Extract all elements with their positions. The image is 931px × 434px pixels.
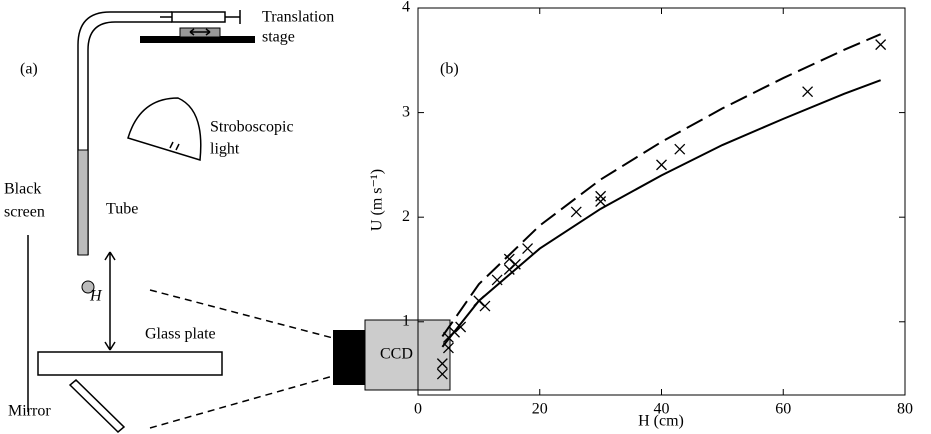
height-arrow	[104, 251, 116, 351]
label: stage	[262, 29, 295, 46]
label: Translation	[262, 9, 334, 26]
cross-marker	[436, 358, 448, 370]
stage-arrow	[189, 28, 211, 36]
cross-marker	[522, 243, 534, 255]
y-tick-label: 3	[402, 103, 410, 120]
fit-line	[441, 79, 881, 348]
cross-marker	[595, 196, 607, 207]
label: H	[89, 288, 103, 305]
y-tick-label: 1	[402, 312, 410, 329]
y-tick-label: 4	[402, 0, 410, 16]
ball	[81, 280, 95, 294]
label: Glass plate	[145, 326, 216, 343]
x-tick-label: 20	[532, 401, 548, 418]
plot-frame	[417, 7, 906, 396]
x-tick-label: 0	[414, 401, 422, 418]
syringe	[160, 10, 241, 24]
glass-plate	[37, 351, 223, 376]
cross-marker	[436, 368, 448, 380]
x-tick-label: 60	[775, 401, 791, 418]
camera-lens	[333, 330, 365, 385]
y-tick-label: 2	[402, 208, 410, 225]
lamp-mark	[169, 141, 180, 151]
cross-marker	[802, 86, 814, 98]
tube	[77, 11, 172, 255]
cross-marker	[595, 190, 607, 202]
cross-marker	[570, 206, 582, 218]
schematic: (a) Translation stage Stroboscopic light…	[4, 9, 451, 434]
label: Mirror	[8, 403, 51, 420]
chart: (b) H (cm) U (m s⁻¹) 0 20 40 60 80 1 2 3 4	[369, 0, 913, 430]
label: screen	[4, 204, 45, 221]
label: Tube	[106, 201, 138, 218]
cross-marker	[674, 143, 686, 155]
label: CCD	[380, 346, 413, 363]
x-tick-label: 40	[654, 401, 670, 418]
label: light	[210, 141, 240, 158]
label: Black	[4, 181, 41, 198]
cross-marker	[455, 321, 467, 333]
stage-bar	[140, 36, 255, 43]
cross-marker	[656, 159, 667, 171]
x-tick-label: 80	[897, 401, 913, 418]
mirror	[68, 378, 126, 434]
y-axis-label: U (m s⁻¹)	[369, 169, 386, 231]
lamp	[127, 97, 202, 161]
panel-label: (a)	[20, 61, 38, 78]
cross-marker	[479, 300, 491, 312]
x-axis-label: H (cm)	[638, 413, 684, 430]
panel-label: (b)	[440, 61, 459, 78]
camera-body	[364, 319, 451, 391]
tube-liquid	[77, 149, 89, 256]
view-lines	[149, 289, 334, 429]
label: Stroboscopic	[210, 119, 294, 136]
cross-marker	[875, 39, 887, 51]
fit-line	[441, 33, 882, 337]
